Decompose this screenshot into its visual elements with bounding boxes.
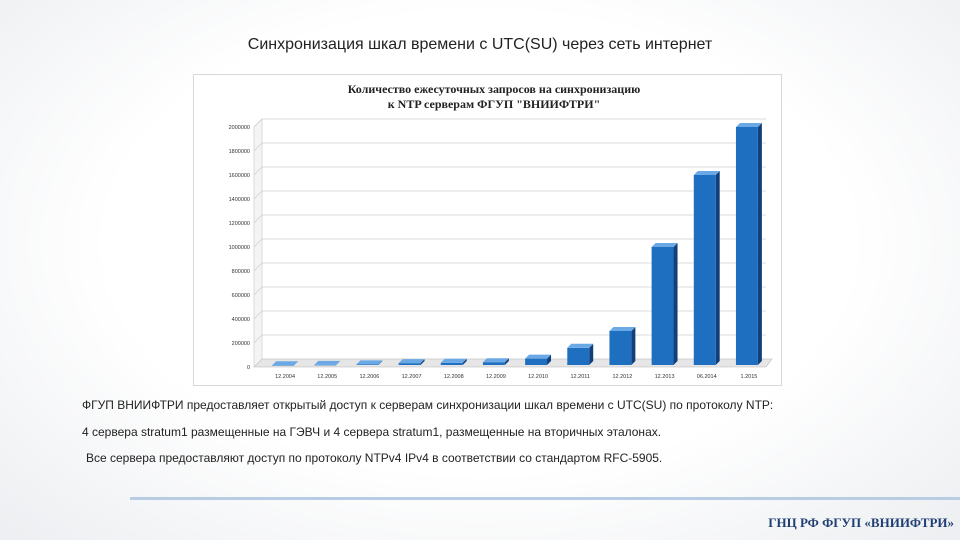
chart-frame: Количество ежесуточных запросов на синхр…: [193, 74, 782, 386]
y-tick-label: 800000: [232, 269, 250, 275]
bar-front: [272, 365, 295, 366]
bar: [567, 343, 594, 365]
bar: [314, 360, 341, 366]
gridline: [253, 142, 766, 152]
y-tick-label: 200000: [232, 341, 250, 347]
slide-title: Синхронизация шкал времени с UTC(SU) чер…: [247, 36, 713, 53]
bar-front: [482, 362, 505, 365]
bar-top: [651, 243, 678, 247]
bar-top: [482, 358, 509, 363]
x-tick-label: 12.2009: [486, 374, 506, 380]
bar: [525, 354, 552, 365]
bar: [735, 123, 762, 365]
bar-front: [693, 175, 716, 365]
x-tick-label: 12.2006: [359, 374, 379, 380]
y-tick-label: 400000: [232, 317, 250, 323]
bar-top: [272, 361, 299, 366]
description-paragraph-2: 4 сервера stratum1 размещенные на ГЭВЧ и…: [82, 425, 662, 439]
bar: [693, 171, 720, 365]
gridlines: [253, 118, 773, 368]
bar-front: [651, 247, 674, 365]
gridline: [253, 190, 766, 200]
gridline: [253, 214, 766, 224]
gridline: [253, 166, 766, 176]
bar-side: [547, 354, 552, 365]
bar-side: [504, 358, 509, 365]
bar-front: [440, 362, 463, 365]
bar-side: [378, 360, 383, 365]
y-tick-label: 1400000: [229, 197, 250, 203]
bar-top: [356, 360, 383, 365]
y-tick-label: 600000: [232, 293, 250, 299]
bar-side: [336, 360, 341, 365]
bar-front: [525, 358, 548, 365]
bar-side: [715, 171, 720, 365]
gridline: [253, 286, 766, 296]
gridline: [253, 118, 766, 128]
y-tick-label: 1200000: [229, 221, 250, 227]
bar-front: [356, 364, 379, 365]
bar: [440, 358, 467, 365]
chart-title-line-1: Количество ежесуточных запросов на синхр…: [348, 82, 641, 96]
x-tick-label: 06.2014: [697, 374, 717, 380]
bar-top: [440, 358, 467, 363]
bar: [356, 360, 383, 365]
footer-organization: ГНЦ РФ ФГУП «ВНИИФТРИ»: [768, 515, 954, 530]
bar-side: [631, 327, 636, 365]
x-tick-label: 12.2013: [655, 374, 675, 380]
bar-front: [314, 364, 337, 366]
bar-top: [735, 123, 762, 127]
x-tick-label: 12.2012: [612, 374, 632, 380]
x-tick-label: 12.2011: [571, 374, 590, 380]
x-tick-label: 1.2015: [741, 374, 758, 380]
bar-front: [735, 127, 758, 365]
x-axis-ticks: 12.2004 12.2005 12.2006 12.2007 12.2008 12.20…: [275, 374, 757, 380]
x-tick-label: 12.2010: [528, 374, 548, 380]
y-tick-label: 0: [247, 365, 250, 371]
bar-chart: Количество ежесуточных запросов на синхр…: [229, 82, 773, 380]
bar-side: [462, 358, 467, 365]
bar-top: [567, 343, 594, 348]
gridline: [253, 310, 766, 320]
gridline: [253, 238, 766, 248]
bar-side: [757, 123, 762, 365]
footer-divider: [130, 497, 960, 500]
bar: [272, 361, 299, 366]
x-tick-label: 12.2008: [444, 374, 464, 380]
bar: [398, 359, 425, 365]
x-tick-label: 12.2007: [402, 374, 422, 380]
bar-top: [314, 360, 341, 365]
y-tick-label: 1800000: [229, 149, 250, 155]
chart-title-line-2: к NTP серверам ФГУП "ВНИИФТРИ": [388, 97, 600, 111]
bar-top: [609, 327, 636, 331]
bar-front: [398, 363, 421, 365]
bar: [651, 243, 678, 365]
gridline: [253, 358, 766, 368]
bar-side: [589, 343, 594, 365]
y-tick-label: 1600000: [229, 173, 250, 179]
bar-side: [673, 243, 678, 365]
bar: [482, 358, 509, 365]
gridline: [253, 334, 766, 344]
y-tick-label: 1000000: [229, 245, 250, 251]
y-axis-ticks: 0 200000 400000 600000 800000 1000000 1200000 1…: [229, 125, 250, 371]
bar-side: [420, 359, 425, 365]
x-tick-label: 12.2005: [317, 374, 337, 380]
bar-front: [609, 331, 632, 365]
bar-front: [567, 347, 590, 365]
bar-top: [693, 171, 720, 175]
gridline: [253, 262, 766, 272]
bar-top: [525, 354, 552, 359]
bar: [609, 327, 636, 365]
bars: [272, 123, 762, 366]
y-tick-label: 2000000: [229, 125, 250, 131]
bar-top: [398, 359, 425, 364]
description-paragraph-3: Все сервера предоставляют доступ по прот…: [86, 451, 663, 465]
x-tick-label: 12.2004: [275, 374, 295, 380]
description-paragraph-1: ФГУП ВНИИФТРИ предоставляет открытый дос…: [82, 398, 774, 412]
